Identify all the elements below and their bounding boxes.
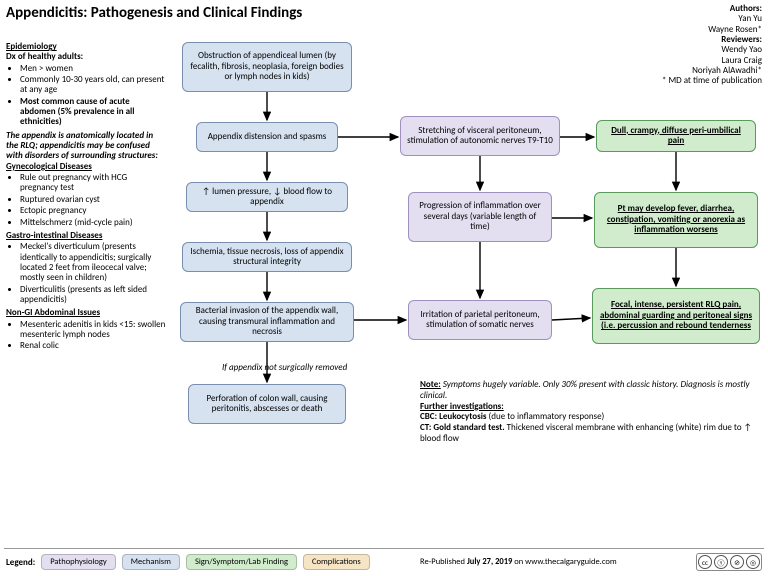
footer-divider xyxy=(4,548,764,549)
credits-block: Authors:Yan YuWayne Rosen*Reviewers:Wend… xyxy=(662,4,762,87)
node-p3: Irritation of parietal peritoneum, stimu… xyxy=(408,300,552,340)
node-s2: Pt may develop fever, diarrhea, constipa… xyxy=(594,192,758,248)
node-s1: Dull, crampy, diffuse peri-umbilical pai… xyxy=(596,120,756,152)
node-s3: Focal, intense, persistent RLQ pain, abd… xyxy=(592,288,760,344)
footer-republish: Re-Published July 27, 2019 on www.thecal… xyxy=(420,557,617,567)
legend-complication: Complications xyxy=(303,554,370,570)
cc-license-icon: cc①⊘◎ xyxy=(696,553,762,571)
node-n4: Ischemia, tissue necrosis, loss of appen… xyxy=(182,242,352,272)
sidebar-epidemiology: EpidemiologyDx of healthy adults:Men > w… xyxy=(6,42,166,355)
node-n5: Bacterial invasion of the appendix wall,… xyxy=(180,302,354,342)
node-n6: Perforation of colon wall, causing perit… xyxy=(188,384,346,424)
node-n2: Appendix distension and spasms xyxy=(196,122,338,152)
node-n1: Obstruction of appendiceal lumen (by fec… xyxy=(182,42,352,92)
legend: Legend:PathophysiologyMechanismSign/Symp… xyxy=(6,554,370,570)
page-title: Appendicitis: Pathogenesis and Clinical … xyxy=(6,4,302,22)
note-box: Note: Symptoms hugely variable. Only 30%… xyxy=(420,380,760,445)
node-p1: Stretching of visceral peritoneum, stimu… xyxy=(400,116,560,156)
edge-label-perforation: If appendix not surgically removed xyxy=(222,362,347,373)
legend-pathophysiology: Pathophysiology xyxy=(41,554,116,570)
legend-sign: Sign/Symptom/Lab Finding xyxy=(186,554,297,570)
node-n3: ↑ lumen pressure, ↓ blood flow to append… xyxy=(186,182,348,212)
legend-mechanism: Mechanism xyxy=(122,554,180,570)
node-p2: Progression of inflammation over several… xyxy=(408,192,552,242)
